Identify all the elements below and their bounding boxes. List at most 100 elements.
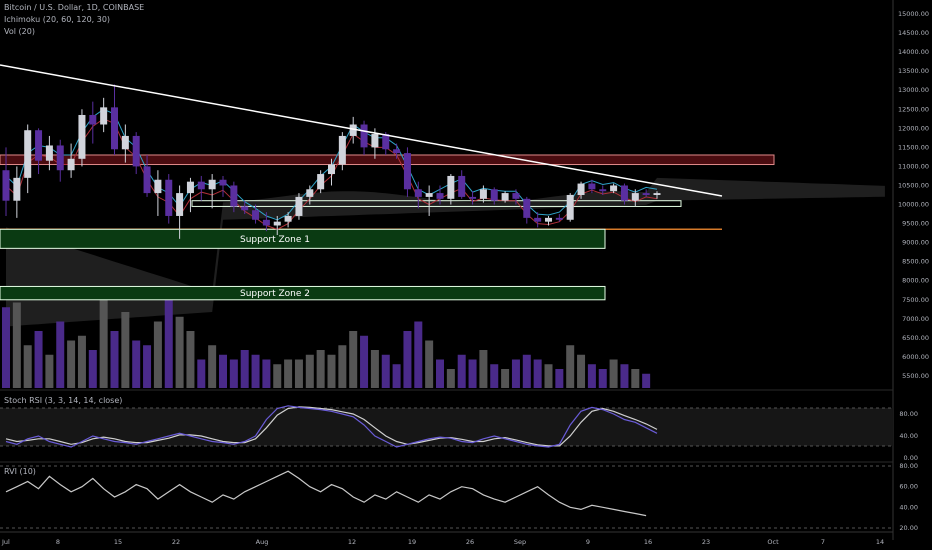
date-tick-label: Oct	[767, 538, 779, 546]
resistance-zone[interactable]	[0, 154, 775, 166]
volume-bar	[34, 331, 43, 388]
volume-bar	[99, 297, 108, 388]
volume-bar	[566, 345, 575, 388]
support-zone-2[interactable]	[0, 285, 606, 301]
price-tick-label: 8500.00	[902, 258, 929, 266]
price-tick-label: 10500.00	[898, 181, 929, 189]
date-tick-label: 12	[348, 538, 356, 546]
volume-bar	[273, 364, 282, 388]
volume-bar	[403, 331, 412, 388]
price-tick-label: 11000.00	[898, 162, 929, 170]
candle-body	[534, 217, 542, 222]
price-tick-label: 10000.00	[898, 201, 929, 209]
candle-body	[56, 145, 64, 171]
volume-bar	[121, 312, 130, 388]
candle-body	[284, 215, 292, 222]
price-tick-label: 9000.00	[902, 239, 929, 247]
candle-body	[620, 185, 628, 201]
date-tick-label: 23	[702, 538, 710, 546]
date-tick-label: 15	[114, 538, 122, 546]
volume-bar	[2, 307, 10, 388]
volume-bar	[110, 331, 119, 388]
volume-bar	[164, 293, 173, 388]
volume-bar	[360, 335, 369, 388]
support-zone-1[interactable]	[0, 228, 606, 249]
price-axis-labels: 15000.00 14500.00 14000.00 13500.00 13000.00…	[898, 10, 929, 380]
date-tick-label: 14	[876, 538, 884, 546]
volume-bar	[414, 321, 423, 388]
volume-bar	[533, 359, 542, 388]
candle-body	[121, 135, 129, 150]
candle-body	[501, 193, 509, 201]
candle-body	[469, 196, 477, 199]
candle-body	[588, 183, 596, 190]
stoch-tick-label: 80.00	[899, 410, 918, 418]
volume-bar	[132, 340, 141, 388]
volume-bar	[370, 350, 379, 388]
candle-body	[545, 217, 552, 222]
candle-body	[328, 164, 335, 175]
volume-bar	[501, 369, 510, 388]
price-tick-label: 11500.00	[898, 143, 929, 151]
rvi-tick-label: 20.00	[899, 524, 918, 532]
volume-bar	[294, 359, 303, 388]
candle-body	[208, 179, 216, 190]
volume-bar	[555, 369, 564, 388]
support-zone-label: Support Zone 2	[240, 289, 310, 299]
candle-body	[35, 130, 43, 161]
stoch-d-line	[5, 406, 658, 447]
volume-bar	[522, 354, 531, 388]
volume-bar	[23, 345, 32, 388]
price-tick-label: 15000.00	[898, 10, 929, 18]
candle-body	[393, 149, 401, 154]
volume-bar	[67, 340, 76, 388]
volume-bar	[392, 364, 401, 388]
date-tick-label: 26	[466, 538, 474, 546]
candle-body	[165, 179, 173, 216]
candle-body	[45, 145, 53, 161]
price-tick-label: 14000.00	[898, 48, 929, 56]
stoch-axis-labels: 80.00 40.00 0.00	[899, 410, 918, 462]
candle-body	[154, 179, 162, 194]
volume-bar	[262, 359, 271, 388]
volume-bar	[631, 369, 640, 388]
price-tick-label: 5500.00	[902, 372, 929, 380]
candle-body	[24, 130, 32, 178]
zones-layer: Support Zone 1 Support Zone 2	[0, 154, 775, 301]
candle-body	[599, 189, 607, 192]
rvi-axis-labels: 80.00 60.00 40.00 20.00	[899, 462, 918, 532]
candle-body	[230, 185, 238, 207]
volume-bar	[587, 364, 596, 388]
rvi-tick-label: 80.00	[899, 462, 918, 470]
candle-body	[458, 175, 466, 197]
candle-body	[67, 158, 75, 171]
stoch-tick-label: 0.00	[904, 454, 918, 462]
rvi-series	[5, 470, 647, 517]
volume-legend: Vol (20)	[4, 27, 35, 36]
price-tick-label: 8000.00	[902, 277, 929, 285]
volume-bar	[620, 364, 629, 388]
price-tick-label: 7000.00	[902, 315, 929, 323]
volume-bar	[305, 354, 314, 388]
price-tick-label: 6500.00	[902, 334, 929, 342]
volume-bar	[153, 321, 162, 388]
descending-trendline[interactable]	[0, 64, 723, 197]
rvi-tick-label: 40.00	[899, 503, 918, 511]
volume-bar	[208, 345, 217, 388]
candle-body	[100, 107, 108, 125]
ichimoku-legend: Ichimoku (20, 60, 120, 30)	[4, 15, 111, 24]
candle-body	[512, 193, 520, 199]
candle-body	[186, 181, 194, 194]
candle-body	[295, 196, 303, 216]
candle-body	[219, 179, 227, 186]
volume-bar	[251, 354, 260, 388]
date-tick-label: 22	[172, 538, 180, 546]
price-tick-label: 12500.00	[898, 105, 929, 113]
price-tick-label: 9500.00	[902, 220, 929, 228]
volume-bar	[479, 350, 488, 388]
candle-body	[143, 166, 151, 194]
candle-body	[447, 175, 455, 199]
rvi-tick-label: 60.00	[899, 483, 918, 491]
date-tick-label: 9	[586, 538, 590, 546]
